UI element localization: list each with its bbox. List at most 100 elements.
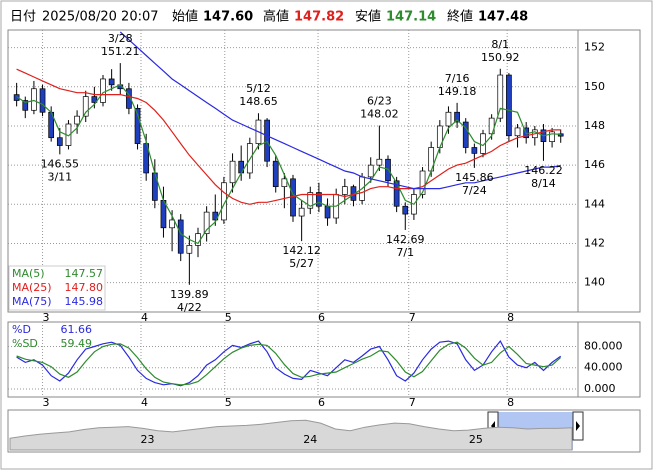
annotation-date: 7/16: [445, 72, 470, 85]
candle-body: [402, 205, 409, 215]
y-tick-label: 40.000: [584, 361, 623, 374]
open-label: 始値: [172, 9, 198, 25]
candle-body: [393, 180, 400, 207]
x-tick-label: 7: [409, 396, 416, 409]
candle-body: [471, 147, 478, 154]
candle-body: [454, 111, 460, 123]
candle-body: [549, 131, 555, 142]
candle-body: [506, 74, 512, 137]
close-value: 147.48: [478, 10, 528, 25]
annotation-date: 3/11: [47, 170, 72, 183]
legend-label: MA(5): [12, 267, 45, 280]
candle-body: [367, 164, 374, 178]
main-panel: [7, 29, 641, 313]
line-series: [16, 340, 562, 387]
annotation-date: 5/12: [246, 82, 271, 95]
legend-box: [8, 265, 106, 311]
x-tick-label: 6: [318, 396, 325, 409]
legend-value: 145.98: [65, 295, 104, 308]
candle-body: [169, 219, 175, 229]
line-series: [16, 341, 562, 386]
legend-value: 61.66: [61, 323, 93, 336]
line-series: [119, 31, 561, 190]
candle-body: [324, 205, 331, 219]
candle-body: [177, 219, 184, 254]
x-tick-label: 5: [225, 311, 232, 324]
y-tick-label: 146: [584, 158, 605, 171]
main-plot: [8, 30, 578, 312]
handle-arrow: [576, 421, 580, 431]
line-series: [16, 84, 561, 245]
candle-body: [497, 74, 504, 119]
legend-value: 147.80: [65, 281, 104, 294]
low-value: 147.14: [386, 10, 436, 25]
high-value: 147.82: [294, 10, 344, 25]
candle-body: [281, 178, 288, 188]
x-tick-label: 3: [43, 311, 50, 324]
datetime: 2025/08/20 20:07: [42, 10, 159, 25]
candle-body: [126, 88, 132, 109]
candle-body: [221, 182, 227, 221]
legend-value: 59.49: [61, 337, 93, 350]
annotation-value: 149.18: [438, 85, 477, 98]
candle-body: [134, 107, 141, 144]
y-tick-label: 80.000: [584, 339, 623, 352]
candle-body: [186, 245, 193, 254]
navigator-tick-label: 25: [469, 433, 483, 446]
low-label: 安値: [355, 9, 381, 25]
annotation-date: 8/14: [531, 177, 556, 190]
candle-body: [108, 78, 115, 86]
annotation-value: 148.02: [360, 108, 399, 121]
candle-body: [22, 100, 29, 111]
annotation-date: 5/27: [289, 257, 314, 270]
x-tick-label: 8: [507, 311, 514, 324]
annotation-value: 145.86: [455, 171, 494, 184]
candle-body: [13, 94, 20, 101]
candle-body: [419, 170, 426, 195]
y-tick-label: 148: [584, 119, 605, 132]
legend-label: MA(25): [12, 281, 52, 294]
candle-body: [307, 192, 314, 209]
y-tick-label: 150: [584, 80, 605, 93]
candle-body: [376, 158, 383, 166]
header: 日付 2025/08/20 20:07 始値 147.60 高値 147.82 …: [10, 9, 528, 25]
annotation-date: 3/28: [108, 32, 133, 45]
stoch-plot: [8, 322, 578, 397]
open-value: 147.60: [203, 10, 253, 25]
close-label: 終値: [447, 9, 473, 25]
date-label: 日付: [10, 10, 36, 25]
candle-body: [514, 127, 521, 137]
y-tick-label: 0.000: [584, 382, 616, 395]
annotation-date: 4/22: [177, 301, 202, 314]
x-tick-label: 5: [225, 396, 232, 409]
annotation-date: 8/1: [491, 38, 509, 51]
navigator-tick-label: 24: [303, 433, 317, 446]
candle-body: [82, 96, 89, 117]
annotation-value: 151.21: [101, 45, 140, 58]
high-label: 高値: [263, 9, 289, 25]
candle-body: [203, 211, 210, 235]
y-tick-label: 140: [584, 276, 605, 289]
annotation-value: 142.69: [386, 233, 425, 246]
candle-body: [557, 133, 564, 137]
annotation-value: 142.12: [282, 244, 321, 257]
x-tick-label: 7: [409, 311, 416, 324]
x-tick-label: 3: [43, 396, 50, 409]
navigator-panel: [7, 409, 641, 453]
candle-body: [264, 119, 270, 162]
candle-body: [316, 192, 322, 207]
x-tick-label: 4: [141, 396, 148, 409]
candle-body: [445, 111, 452, 127]
candle-body: [272, 160, 279, 188]
legend-value: 147.57: [65, 267, 104, 280]
stoch-panel: [7, 321, 641, 398]
annotation-value: 139.89: [170, 288, 209, 301]
candle-body: [91, 96, 98, 103]
candle-body: [56, 137, 63, 146]
annotation-value: 148.65: [239, 95, 278, 108]
annotation-value: 150.92: [481, 51, 520, 64]
overlay: 3 3 4 4 5 5 6 6 7 7 8 8 140 142 144 146 148 150 152 0.000 40…: [8, 32, 623, 409]
candle-body: [229, 160, 236, 184]
